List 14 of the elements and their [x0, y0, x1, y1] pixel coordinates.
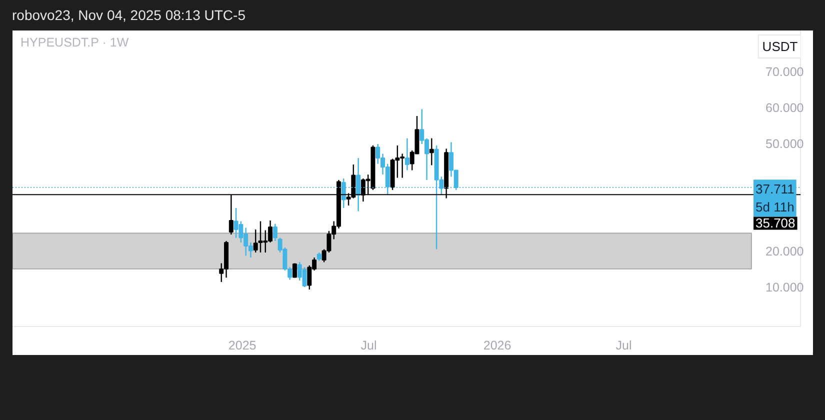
ref-line-label: 37.711 5d 11h [756, 182, 794, 215]
x-tick-label: Jul [616, 338, 632, 352]
y-axis-title: USDT [762, 39, 798, 54]
x-tick-label: 2025 [228, 338, 256, 352]
x-tick-label: Jul [360, 338, 377, 352]
y-tick-label: 50.000 [766, 136, 804, 151]
y-tick-label: 60.000 [766, 100, 804, 115]
y-tick-label: 70.000 [766, 64, 804, 79]
x-tick-label: 2026 [483, 338, 512, 352]
y-tick-label: 20.000 [766, 244, 804, 259]
text: robovo23, Nov 04, 2025 08:13 UTC-5 [11, 6, 246, 25]
ref-line-label: 35.708 [756, 216, 796, 231]
chart-title: HYPEUSDT.P · 1W [20, 36, 129, 50]
y-tick-label: 10.000 [766, 280, 804, 294]
